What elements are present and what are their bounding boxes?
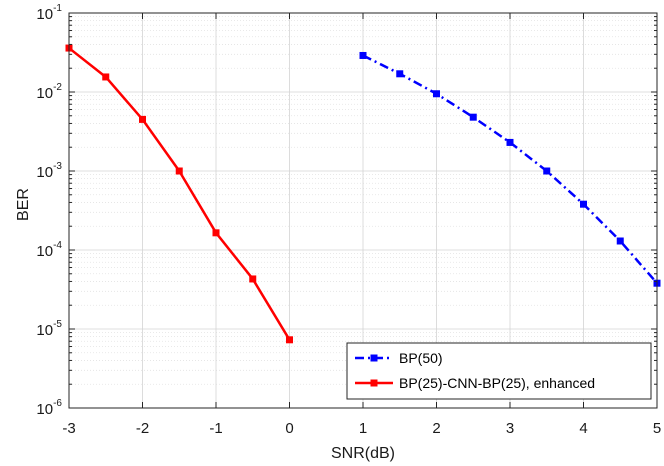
series-2	[65, 44, 293, 344]
grid	[68, 12, 658, 409]
y-tick-label: 10-5	[36, 319, 62, 339]
legend-marker	[370, 354, 378, 362]
y-axis-label: BER	[15, 188, 32, 221]
x-tick-label: -2	[136, 420, 149, 437]
x-tick-label: 1	[359, 420, 367, 437]
legend-marker	[370, 379, 378, 387]
y-tick-label: 10-6	[36, 398, 62, 418]
data-point	[286, 336, 293, 344]
x-tick-label: -1	[209, 420, 222, 437]
y-tick-label: 10-3	[36, 161, 62, 181]
data-point	[580, 200, 587, 208]
tick-marks	[68, 12, 658, 409]
data-point	[175, 167, 183, 175]
data-point	[433, 90, 440, 98]
data-point	[506, 138, 514, 146]
x-tick-label: 4	[579, 420, 587, 437]
data-point	[102, 73, 110, 81]
y-tick-labels: 10-6 10-5 10-4 10-3 10-2 10-1	[36, 3, 62, 418]
data-point	[212, 229, 220, 237]
x-tick-label: 0	[285, 420, 293, 437]
data-point	[616, 237, 624, 245]
data-point	[249, 275, 257, 283]
legend: BP(50) BP(25)-CNN-BP(25), enhanced	[346, 342, 652, 400]
legend-box	[346, 342, 652, 400]
data-point	[139, 115, 146, 123]
y-tick-label: 10-2	[36, 82, 62, 102]
y-tick-label: 10-1	[36, 3, 62, 23]
x-tick-label: 3	[506, 420, 514, 437]
data-point	[469, 113, 477, 121]
legend-label: BP(25)-CNN-BP(25), enhanced	[399, 375, 595, 391]
x-tick-label: -3	[62, 420, 75, 437]
x-axis-label: SNR(dB)	[331, 445, 395, 462]
data-point	[543, 167, 551, 175]
legend-label: BP(50)	[399, 350, 443, 366]
x-tick-label: 2	[432, 420, 440, 437]
data-point	[359, 51, 367, 59]
data-point	[396, 70, 404, 78]
x-tick-label: 5	[653, 420, 661, 437]
y-tick-label: 10-4	[36, 240, 62, 260]
x-tick-labels: -3 -2 -1 0 1 2 3 4 5	[62, 420, 661, 437]
